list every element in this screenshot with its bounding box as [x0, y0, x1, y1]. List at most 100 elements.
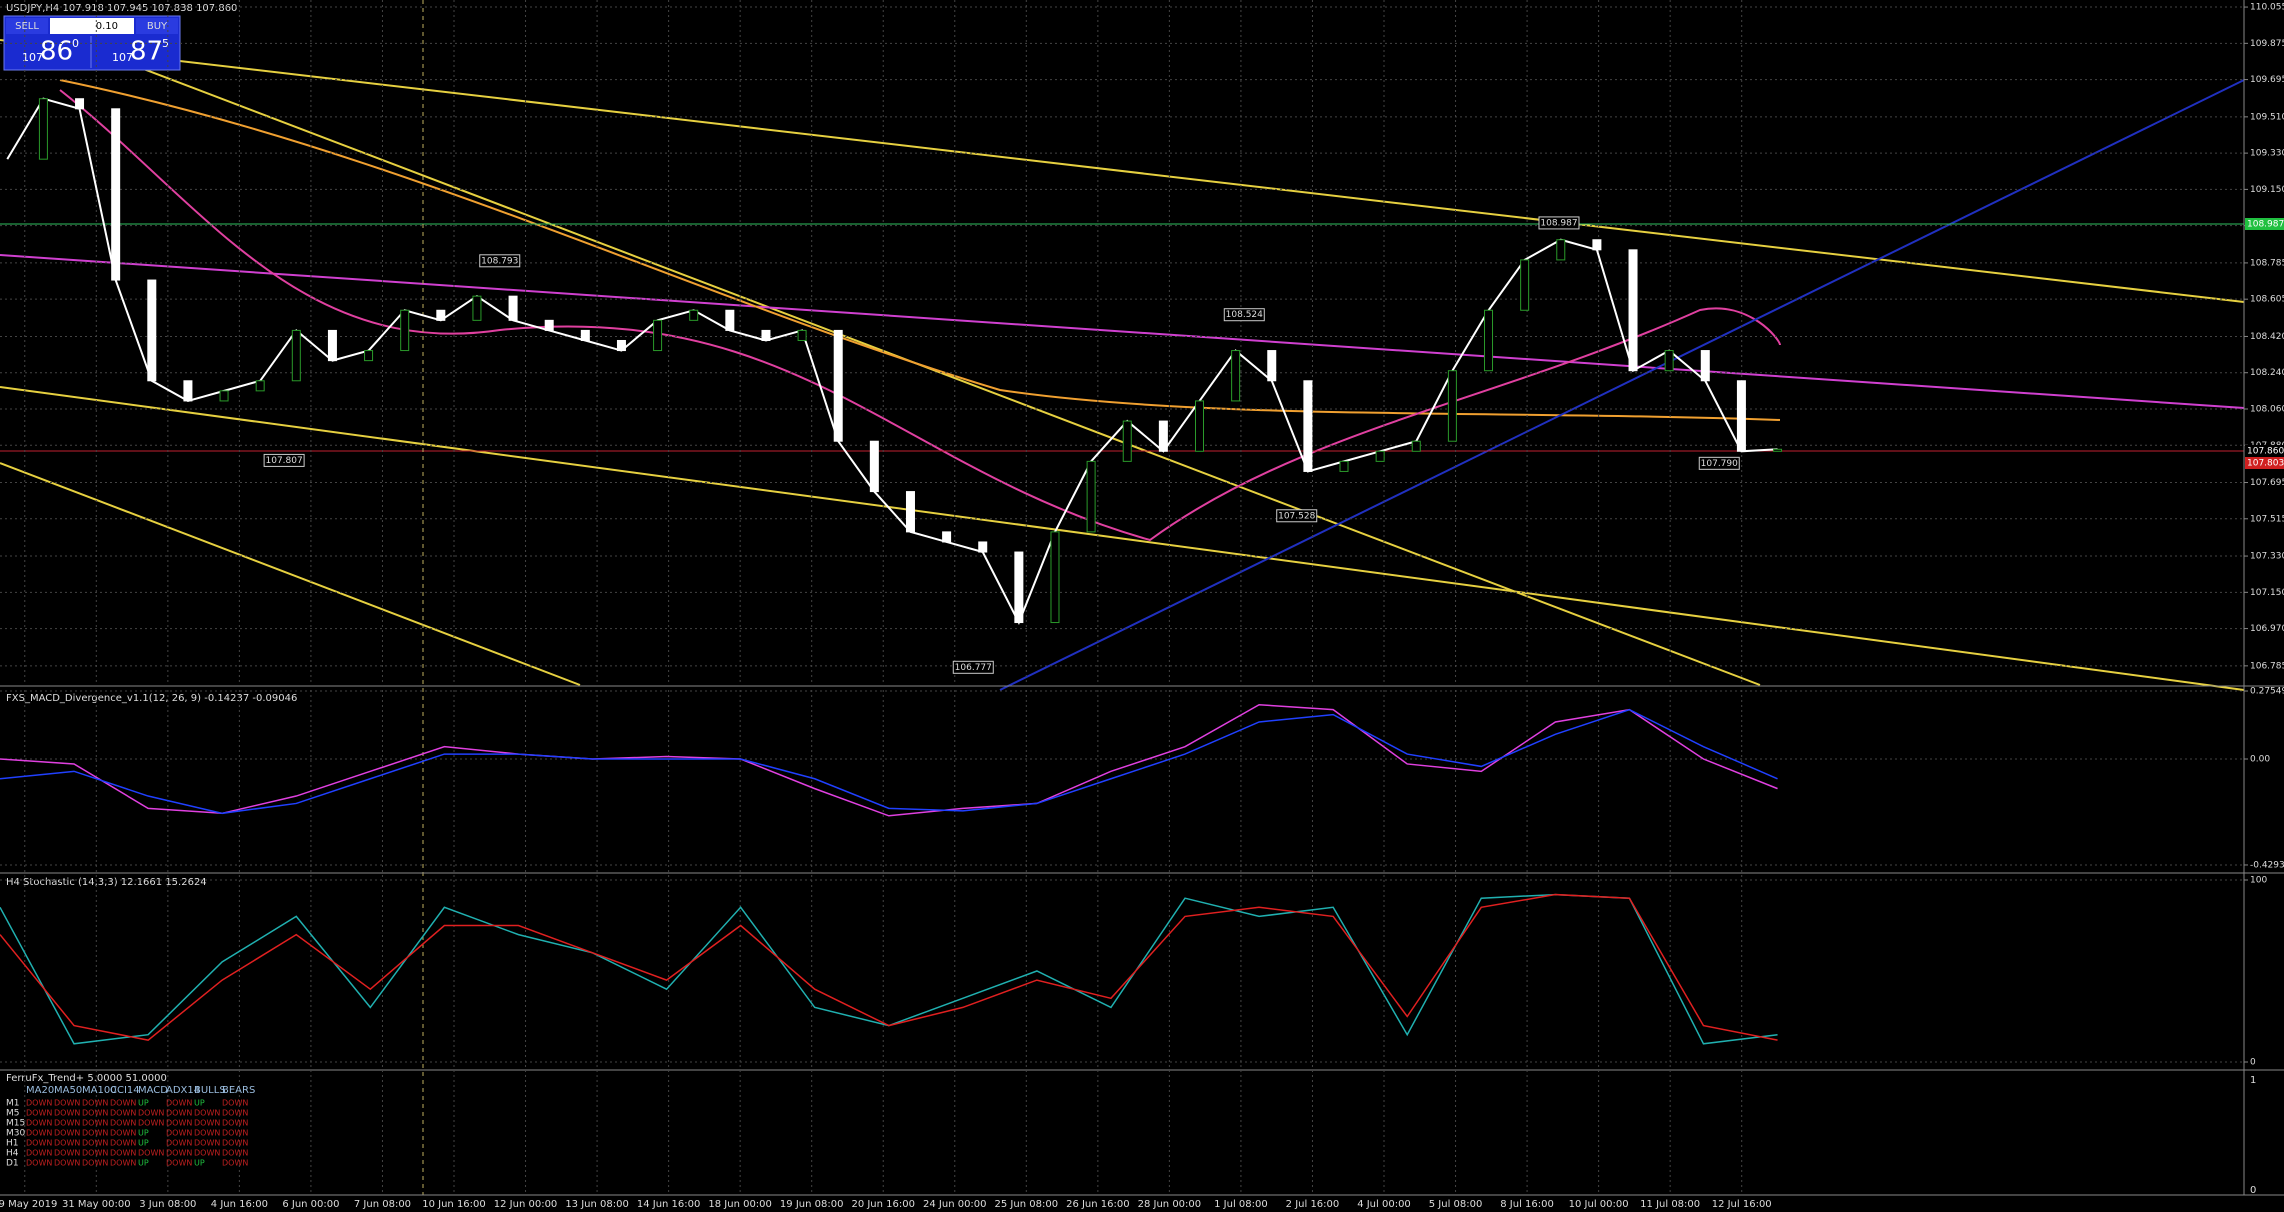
y-tick-label: 106.970 — [2250, 624, 2284, 634]
signal: UP — [194, 1099, 205, 1108]
candle — [219, 390, 229, 402]
column-header: ADX14 — [166, 1085, 200, 1096]
swing-label-bg — [1223, 308, 1265, 322]
moving-average — [59, 89, 1781, 542]
channel-line — [999, 79, 2245, 691]
trend-scale-bottom: 0 — [2250, 1185, 2256, 1196]
y-tick-label: 108.060 — [2250, 404, 2284, 414]
signal: DOWN — [110, 1119, 136, 1128]
column-header: BEARS — [222, 1085, 255, 1096]
candle — [580, 329, 590, 341]
price-tag-bg — [2245, 218, 2284, 230]
date-label: 19 Jun 08:00 — [780, 1199, 844, 1210]
y-tick-label: 109.695 — [2250, 75, 2284, 85]
y-tick-label: 0.00 — [2250, 755, 2270, 765]
y-tick-label: -0.42935 — [2250, 860, 2284, 870]
swing-label: 107.528 — [1278, 511, 1315, 521]
signal: DOWN — [194, 1129, 220, 1138]
candle — [1773, 448, 1783, 452]
signal: UP — [194, 1159, 205, 1168]
signal: DOWN — [222, 1099, 248, 1108]
signal: DOWN — [222, 1149, 248, 1158]
candle — [38, 98, 48, 160]
lot-input[interactable] — [50, 18, 134, 34]
candle — [616, 339, 626, 352]
signal: DOWN — [138, 1149, 164, 1158]
lot-value: 0.10 — [96, 21, 118, 32]
sell-label: SELL — [15, 21, 39, 32]
signal: DOWN — [26, 1119, 52, 1128]
drawings — [0, 0, 2245, 1195]
candle — [111, 108, 121, 281]
signal: DOWN — [110, 1129, 136, 1138]
trend-title: FerruFx_Trend+ 5.0000 51.0000 — [6, 1073, 167, 1084]
signal: DOWN — [166, 1099, 192, 1108]
column-header: BULLS — [194, 1085, 226, 1096]
date-label: 1 Jul 08:00 — [1214, 1199, 1268, 1210]
candle — [436, 309, 446, 321]
ask-main: 87 — [130, 37, 163, 67]
signal: DOWN — [222, 1139, 248, 1148]
trend-line — [0, 39, 2245, 303]
candle — [1700, 350, 1710, 382]
candle — [1231, 350, 1241, 402]
y-tick-label: 108.785 — [2250, 258, 2284, 268]
candle — [1484, 309, 1494, 372]
candle — [1122, 420, 1132, 462]
date-label: 24 Jun 00:00 — [923, 1199, 987, 1210]
signal: DOWN — [26, 1129, 52, 1138]
signal: DOWN — [54, 1139, 80, 1148]
y-tick-label: 109.330 — [2250, 149, 2284, 159]
signal: DOWN — [82, 1139, 108, 1148]
candle — [1664, 350, 1674, 372]
date-label: 10 Jul 00:00 — [1569, 1199, 1629, 1210]
candle — [1014, 551, 1024, 624]
date-label: 12 Jul 16:00 — [1712, 1199, 1772, 1210]
signal: DOWN — [194, 1109, 220, 1118]
timeframe: H1 — [6, 1139, 19, 1149]
candle — [75, 98, 85, 110]
y-tick-label: 108.420 — [2250, 332, 2284, 342]
signal: DOWN — [222, 1159, 248, 1168]
date-label: 10 Jun 16:00 — [422, 1199, 486, 1210]
signal: DOWN — [194, 1149, 220, 1158]
signal: DOWN — [54, 1149, 80, 1158]
candle — [400, 309, 410, 352]
candle — [1520, 259, 1530, 311]
date-label: 11 Jul 08:00 — [1640, 1199, 1700, 1210]
date-label: 3 Jun 08:00 — [139, 1199, 196, 1210]
date-label: 8 Jul 16:00 — [1500, 1199, 1554, 1210]
indicator-line — [0, 703, 1778, 817]
signal: DOWN — [166, 1129, 192, 1138]
y-tick-label: 107.695 — [2250, 478, 2284, 488]
swing-label: 108.524 — [1226, 310, 1263, 320]
date-label: 20 Jun 16:00 — [851, 1199, 915, 1210]
date-label: 4 Jun 16:00 — [211, 1199, 268, 1210]
signal: DOWN — [138, 1109, 164, 1118]
candle — [689, 309, 699, 321]
signal: DOWN — [138, 1119, 164, 1128]
signal: DOWN — [26, 1159, 52, 1168]
y-tick-label: 107.150 — [2250, 588, 2284, 598]
signal: UP — [138, 1099, 149, 1108]
ask-big: 107 — [112, 51, 133, 64]
swing-label-bg — [952, 660, 994, 674]
date-label: 14 Jun 16:00 — [637, 1199, 701, 1210]
signal: DOWN — [222, 1129, 248, 1138]
price-tag: 107.803 — [2247, 459, 2284, 469]
sell-button[interactable] — [6, 18, 48, 34]
signal: DOWN — [110, 1149, 136, 1158]
swing-label: 106.777 — [955, 663, 992, 673]
buy-label: BUY — [147, 21, 168, 32]
signal: UP — [138, 1159, 149, 1168]
candle — [147, 279, 157, 382]
date-label: 2 Jul 16:00 — [1286, 1199, 1340, 1210]
bid-big: 107 — [22, 51, 43, 64]
price-line — [6, 97, 1778, 625]
y-tick-label: 108.240 — [2250, 368, 2284, 378]
candle — [1158, 420, 1168, 452]
candle — [942, 531, 952, 543]
y-tick-label: 100 — [2250, 876, 2267, 886]
